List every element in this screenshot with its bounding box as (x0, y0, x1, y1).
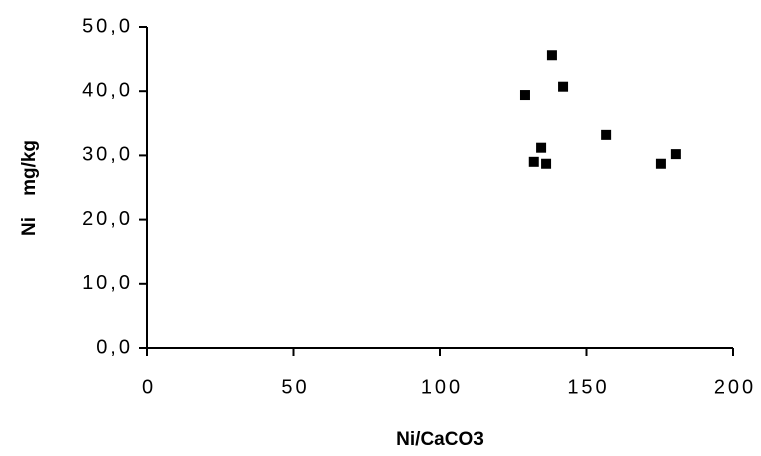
point (670, 149, 681, 160)
point (546, 50, 557, 61)
point (519, 90, 530, 101)
y-tick-label: 10,0 (82, 272, 133, 294)
x-tick-label: 200 (714, 376, 756, 398)
x-tick-label: 50 (281, 376, 309, 398)
point (536, 142, 547, 153)
x-tick-label: 100 (421, 376, 463, 398)
y-tick-label: 50,0 (82, 15, 133, 37)
y-tick-label: 0,0 (96, 336, 133, 358)
point (655, 158, 666, 169)
point (558, 81, 569, 92)
y-tick-label: 40,0 (82, 79, 133, 101)
x-tick-label: 150 (567, 376, 609, 398)
y-tick-label: 20,0 (82, 208, 133, 230)
x-axis-label: Ni/CaCO3 (396, 429, 484, 450)
y-axis-label: Ni mg/kg (19, 140, 40, 236)
point (541, 158, 552, 169)
x-tick-label: 0 (142, 376, 156, 398)
point (601, 129, 612, 140)
point (528, 156, 539, 167)
y-tick-label: 30,0 (82, 144, 133, 166)
